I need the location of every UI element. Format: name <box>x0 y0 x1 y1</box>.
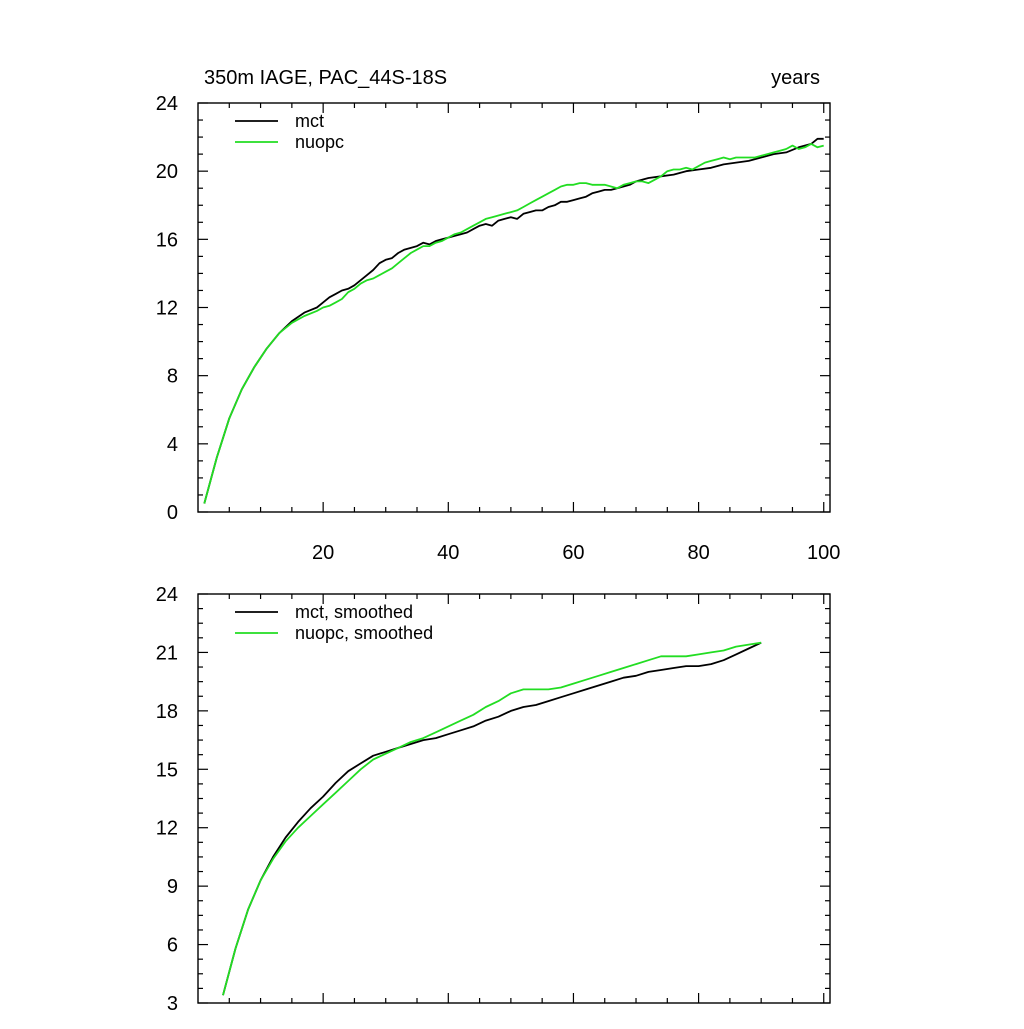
y-tick-label: 16 <box>156 229 178 251</box>
y-tick-label: 24 <box>156 584 178 606</box>
y-tick-label: 21 <box>156 642 178 664</box>
y-tick-label: 4 <box>167 434 178 456</box>
series-line-mct <box>222 641 762 996</box>
x-tick-label: 40 <box>437 542 459 564</box>
x-tick-label: 80 <box>687 542 709 564</box>
y-tick-label: 6 <box>167 935 178 957</box>
y-tick-label: 9 <box>167 876 178 898</box>
x-tick-labels: 20 40 60 80 100 <box>312 542 840 564</box>
series-line-mct <box>203 137 824 504</box>
y-tick-label: 12 <box>156 818 178 840</box>
legend-label: mct <box>295 111 324 131</box>
x-tick-label: 100 <box>807 542 840 564</box>
y-tick-labels: 0 4 8 12 16 20 24 <box>156 93 178 524</box>
y-tick-label: 18 <box>156 701 178 723</box>
y-tick-label: 0 <box>167 502 178 524</box>
x-tick-label: 20 <box>312 542 334 564</box>
chart-title: 350m IAGE, PAC_44S-18S <box>204 67 447 89</box>
top-panel: 350m IAGE, PAC_44S-18S years 20 40 60 80 100… <box>156 67 841 564</box>
plot-frame <box>197 102 831 513</box>
tick-marks <box>198 593 830 1004</box>
series-line-nuopc <box>222 641 762 996</box>
series-lines <box>203 137 824 504</box>
series-line-nuopc <box>203 143 824 504</box>
y-tick-label: 15 <box>156 759 178 781</box>
x-tick-label: 60 <box>562 542 584 564</box>
tick-marks <box>198 102 830 513</box>
legend-label: nuopc, smoothed <box>295 623 433 643</box>
y-tick-label: 24 <box>156 93 178 115</box>
y-tick-label: 20 <box>156 161 178 183</box>
y-tick-label: 8 <box>167 366 178 388</box>
legend-label: nuopc <box>295 132 344 152</box>
series-lines <box>222 641 762 996</box>
y-tick-label: 3 <box>167 993 178 1015</box>
chart-right-title: years <box>771 67 820 89</box>
y-tick-labels: 3 6 9 12 15 18 21 24 <box>156 584 178 1015</box>
y-tick-label: 12 <box>156 298 178 320</box>
legend-label: mct, smoothed <box>295 602 413 622</box>
